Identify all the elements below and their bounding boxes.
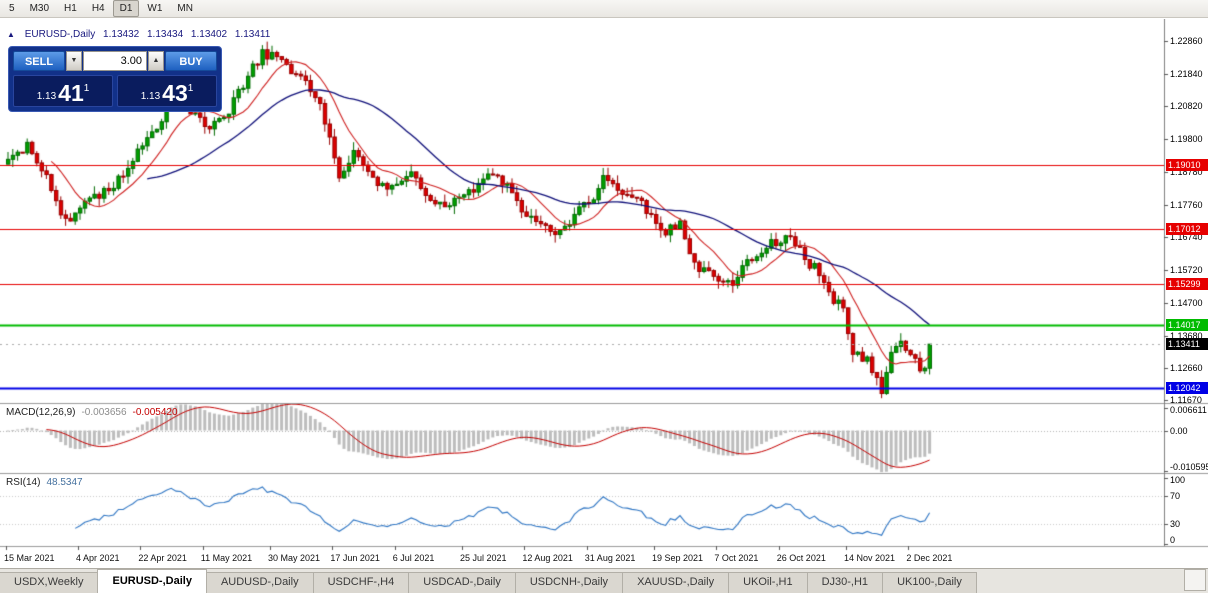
rsi-value: 48.5347 xyxy=(46,477,83,488)
tab-xauusd-daily[interactable]: XAUUSD-,Daily xyxy=(622,572,730,593)
date-axis-label: 12 Aug 2021 xyxy=(522,553,573,563)
tab-audusd-daily[interactable]: AUDUSD-,Daily xyxy=(205,572,314,593)
timeframe-w1[interactable]: W1 xyxy=(147,3,163,14)
ohlc-open: 1.13432 xyxy=(103,29,140,40)
price-axis-label: 1.21840 xyxy=(1170,68,1203,79)
price-axis-label: 1.13680 xyxy=(1170,330,1203,341)
price-axis-label: 1.20820 xyxy=(1170,101,1203,112)
price-axis-label: 1.19800 xyxy=(1170,134,1203,145)
macd-axis-label: 0.006611 xyxy=(1170,405,1207,415)
macd-signal-value: -0.005420 xyxy=(132,407,178,418)
tab-ukoil-h1[interactable]: UKOil-,H1 xyxy=(728,572,808,593)
date-axis-label: 17 Jun 2021 xyxy=(330,553,380,563)
rsi-axis-label: 100 xyxy=(1170,475,1186,485)
price-axis-label: 1.15720 xyxy=(1170,265,1203,276)
chart-tab-bar: USDX,Weekly EURUSD-,Daily AUDUSD-,Daily USD… xyxy=(0,568,1208,593)
tab-usdx-weekly[interactable]: USDX,Weekly xyxy=(0,572,99,593)
date-axis-label: 15 Mar 2021 xyxy=(4,553,55,563)
level-price-label: 1.19010 xyxy=(1166,158,1208,171)
timeframe-toolbar: 5 M30 H1 H4 D1 W1 MN xyxy=(0,0,1208,18)
price-axis-label: 1.17760 xyxy=(1170,199,1203,210)
level-price-label: 1.12042 xyxy=(1166,382,1208,395)
timeframe-h1[interactable]: H1 xyxy=(64,3,77,14)
window-resize-corner[interactable] xyxy=(1184,569,1206,591)
tab-usdcnh-daily[interactable]: USDCNH-,Daily xyxy=(514,572,624,593)
tab-usdcad-daily[interactable]: USDCAD-,Daily xyxy=(408,572,516,593)
rsi-axis-label: 30 xyxy=(1170,519,1181,530)
oneclick-controls-row: SELL ▼ ▲ BUY xyxy=(13,51,217,71)
date-axis-label: 26 Oct 2021 xyxy=(776,553,826,563)
date-axis-label: 14 Nov 2021 xyxy=(844,553,896,563)
bid-price-big: 41 xyxy=(58,80,84,106)
ask-price-big: 43 xyxy=(162,80,188,106)
tab-dj30-h1[interactable]: DJ30-,H1 xyxy=(806,572,884,593)
timeframe-5[interactable]: 5 xyxy=(9,3,15,14)
buy-button[interactable]: BUY xyxy=(165,51,217,71)
chart-symbol-period: EURUSD-,Daily xyxy=(24,29,96,40)
bid-price-display[interactable]: 1.13 41 1 xyxy=(13,75,113,107)
current-price-label: 1.13411 xyxy=(1166,338,1208,351)
macd-axis-label: -0.010595 xyxy=(1170,462,1208,472)
price-axis-label: 1.14700 xyxy=(1170,297,1203,308)
oneclick-prices-row: 1.13 41 1 1.13 43 1 xyxy=(13,75,217,107)
lot-size-input[interactable] xyxy=(83,51,147,71)
date-axis-label: 7 Oct 2021 xyxy=(714,553,759,563)
rsi-axis-label: 70 xyxy=(1170,490,1181,501)
price-axis-label: 1.11670 xyxy=(1170,395,1202,406)
oneclick-collapse-icon[interactable]: ▲ xyxy=(7,30,15,39)
tab-eurusd-daily[interactable]: EURUSD-,Daily xyxy=(97,569,207,593)
ask-price-prefix: 1.13 xyxy=(140,91,161,102)
ohlc-close: 1.13411 xyxy=(234,29,271,40)
date-axis-label: 25 Jul 2021 xyxy=(460,553,507,563)
chevron-down-icon: ▼ xyxy=(70,57,78,64)
macd-axis-label: 0.00 xyxy=(1170,425,1188,436)
tab-usdchf-h4[interactable]: USDCHF-,H4 xyxy=(312,572,410,593)
rsi-axis-label: 0 xyxy=(1170,535,1176,545)
date-axis-label: 6 Jul 2021 xyxy=(392,553,435,563)
date-axis-label: 31 Aug 2021 xyxy=(584,553,636,563)
timeframe-m30[interactable]: M30 xyxy=(29,3,50,14)
level-price-label: 1.15299 xyxy=(1166,277,1208,290)
ask-price-pip: 1 xyxy=(187,83,194,94)
date-axis-label: 30 May 2021 xyxy=(268,553,321,563)
tab-uk100-daily[interactable]: UK100-,Daily xyxy=(882,572,977,593)
lot-decrease-button[interactable]: ▼ xyxy=(66,51,82,71)
price-axis-label: 1.18780 xyxy=(1170,166,1203,177)
timeframe-h4[interactable]: H4 xyxy=(91,3,105,14)
ask-price-display[interactable]: 1.13 43 1 xyxy=(117,75,217,107)
one-click-trading-panel: SELL ▼ ▲ BUY 1.13 41 1 1.13 43 1 xyxy=(8,46,222,112)
macd-indicator-label: MACD(12,26,9) -0.003656 -0.005420 xyxy=(6,407,178,418)
bid-price-pip: 1 xyxy=(83,83,90,94)
date-axis-label: 4 Apr 2021 xyxy=(76,553,120,563)
level-price-label: 1.14017 xyxy=(1166,318,1208,331)
sell-button[interactable]: SELL xyxy=(13,51,65,71)
timeframe-d1[interactable]: D1 xyxy=(112,0,140,17)
ohlc-low: 1.13402 xyxy=(190,29,228,40)
price-axis-label: 1.16740 xyxy=(1170,232,1203,243)
price-axis-label: 1.12660 xyxy=(1170,363,1203,374)
timeframe-mn[interactable]: MN xyxy=(177,3,193,14)
date-axis-label: 19 Sep 2021 xyxy=(652,553,704,563)
ohlc-high: 1.13434 xyxy=(146,29,184,40)
rsi-name: RSI(14) xyxy=(6,477,41,488)
chart-area: ▲ EURUSD-,Daily 1.13432 1.13434 1.13402 … xyxy=(0,19,1208,568)
bid-price-prefix: 1.13 xyxy=(36,91,57,102)
macd-name: MACD(12,26,9) xyxy=(6,407,76,418)
chart-header: ▲ EURUSD-,Daily 1.13432 1.13434 1.13402 … xyxy=(7,29,275,40)
price-axis-label: 1.22860 xyxy=(1170,36,1203,46)
date-axis-label: 22 Apr 2021 xyxy=(138,553,187,563)
level-price-label: 1.17012 xyxy=(1166,222,1208,235)
rsi-indicator-label: RSI(14) 48.5347 xyxy=(6,477,83,488)
date-axis-label: 2 Dec 2021 xyxy=(906,553,953,563)
date-axis-label: 11 May 2021 xyxy=(200,553,253,563)
chevron-up-icon: ▲ xyxy=(152,57,160,64)
lot-increase-button[interactable]: ▲ xyxy=(148,51,164,71)
macd-main-value: -0.003656 xyxy=(81,407,127,418)
